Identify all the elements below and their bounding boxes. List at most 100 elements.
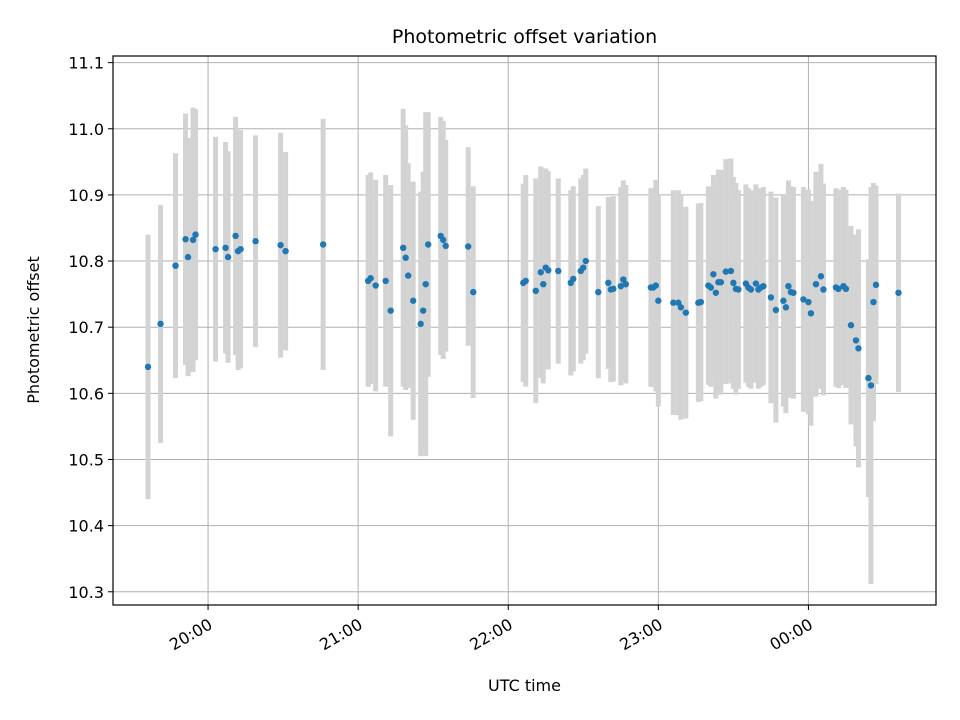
data-point	[182, 236, 189, 243]
data-point	[772, 306, 780, 314]
data-point	[847, 322, 855, 329]
data-point	[712, 289, 720, 296]
data-point	[852, 337, 860, 344]
x-tick-label: 21:00	[316, 615, 365, 655]
data-point	[707, 284, 715, 291]
data-point	[212, 245, 219, 253]
data-point	[610, 285, 617, 293]
x-tick-label: 22:00	[466, 615, 515, 655]
data-point	[790, 289, 797, 296]
y-axis-ticks: 10.3 10.4 10.5 10.6 10.7 10.8 10.9 11.0 11.1	[68, 54, 113, 602]
data-point	[617, 282, 625, 290]
data-point	[722, 268, 730, 275]
data-point	[710, 271, 717, 278]
data-point	[402, 254, 409, 261]
data-point	[387, 307, 394, 314]
data-point	[537, 269, 544, 276]
y-tick-label: 11.1	[68, 54, 104, 73]
data-point	[580, 264, 587, 271]
data-point	[545, 267, 552, 274]
data-point	[865, 374, 872, 382]
data-point	[184, 253, 192, 261]
data-point	[237, 245, 244, 253]
data-point	[752, 280, 760, 287]
data-point	[382, 277, 389, 285]
data-point	[727, 267, 735, 275]
data-point	[682, 309, 690, 316]
y-tick-label: 10.7	[68, 318, 104, 337]
data-point	[735, 286, 742, 293]
data-point	[622, 280, 630, 288]
x-tick-label: 23:00	[616, 615, 665, 655]
data-point	[555, 267, 562, 275]
data-points	[144, 231, 902, 389]
y-tick-label: 10.4	[68, 517, 104, 536]
y-tick-label: 10.5	[68, 450, 104, 469]
y-tick-label: 10.8	[68, 252, 104, 271]
data-point	[319, 241, 327, 248]
data-point	[780, 297, 787, 304]
data-point	[570, 275, 577, 283]
x-tick-label: 20:00	[166, 615, 215, 655]
data-point	[367, 275, 374, 282]
data-point	[872, 281, 880, 289]
data-point	[652, 282, 660, 289]
data-point	[157, 320, 164, 328]
data-point	[782, 304, 790, 311]
data-point	[677, 304, 685, 311]
data-point	[424, 241, 432, 248]
data-point	[417, 320, 424, 328]
data-point	[895, 289, 902, 296]
data-point	[422, 280, 429, 288]
data-point	[595, 288, 602, 296]
data-point	[870, 298, 877, 306]
data-point	[817, 273, 825, 280]
data-point	[812, 280, 820, 288]
data-point	[419, 307, 427, 314]
data-point	[670, 299, 677, 306]
data-point	[800, 296, 807, 303]
data-point	[807, 310, 815, 317]
y-tick-label: 10.3	[68, 583, 104, 602]
data-point	[470, 288, 477, 296]
data-point	[224, 253, 232, 261]
data-point	[532, 287, 539, 295]
data-point	[697, 298, 705, 306]
data-point	[867, 382, 875, 389]
data-point	[835, 285, 842, 293]
data-point	[372, 282, 379, 289]
error-bars	[145, 107, 901, 584]
data-point	[605, 279, 612, 287]
plot-frame	[112, 55, 937, 606]
data-point	[582, 257, 589, 265]
y-tick-label: 10.6	[68, 384, 104, 403]
y-tick-label: 10.9	[68, 186, 104, 205]
data-point	[399, 244, 407, 252]
data-point	[192, 231, 199, 238]
data-point	[189, 236, 197, 244]
x-tick-label: 00:00	[767, 615, 816, 655]
chart-title: Photometric offset variation	[392, 26, 657, 48]
x-axis-ticks: 20:00 21:00 22:00 23:00 00:00	[166, 605, 816, 654]
y-axis-title: Photometric offset	[24, 256, 43, 404]
data-point	[172, 262, 179, 269]
data-point	[277, 241, 284, 249]
data-point	[540, 280, 547, 288]
data-point	[522, 277, 529, 285]
data-point	[820, 286, 827, 293]
data-point	[440, 236, 447, 244]
data-point	[144, 363, 152, 371]
data-point	[442, 242, 449, 250]
data-point	[767, 294, 775, 301]
data-point	[282, 247, 289, 255]
data-point	[232, 232, 239, 240]
y-tick-label: 11.0	[68, 120, 104, 139]
x-axis-title: UTC time	[488, 676, 561, 695]
data-point	[730, 279, 737, 287]
data-point	[747, 286, 755, 293]
data-point	[842, 285, 850, 293]
data-point	[855, 345, 862, 352]
data-point	[805, 298, 812, 306]
